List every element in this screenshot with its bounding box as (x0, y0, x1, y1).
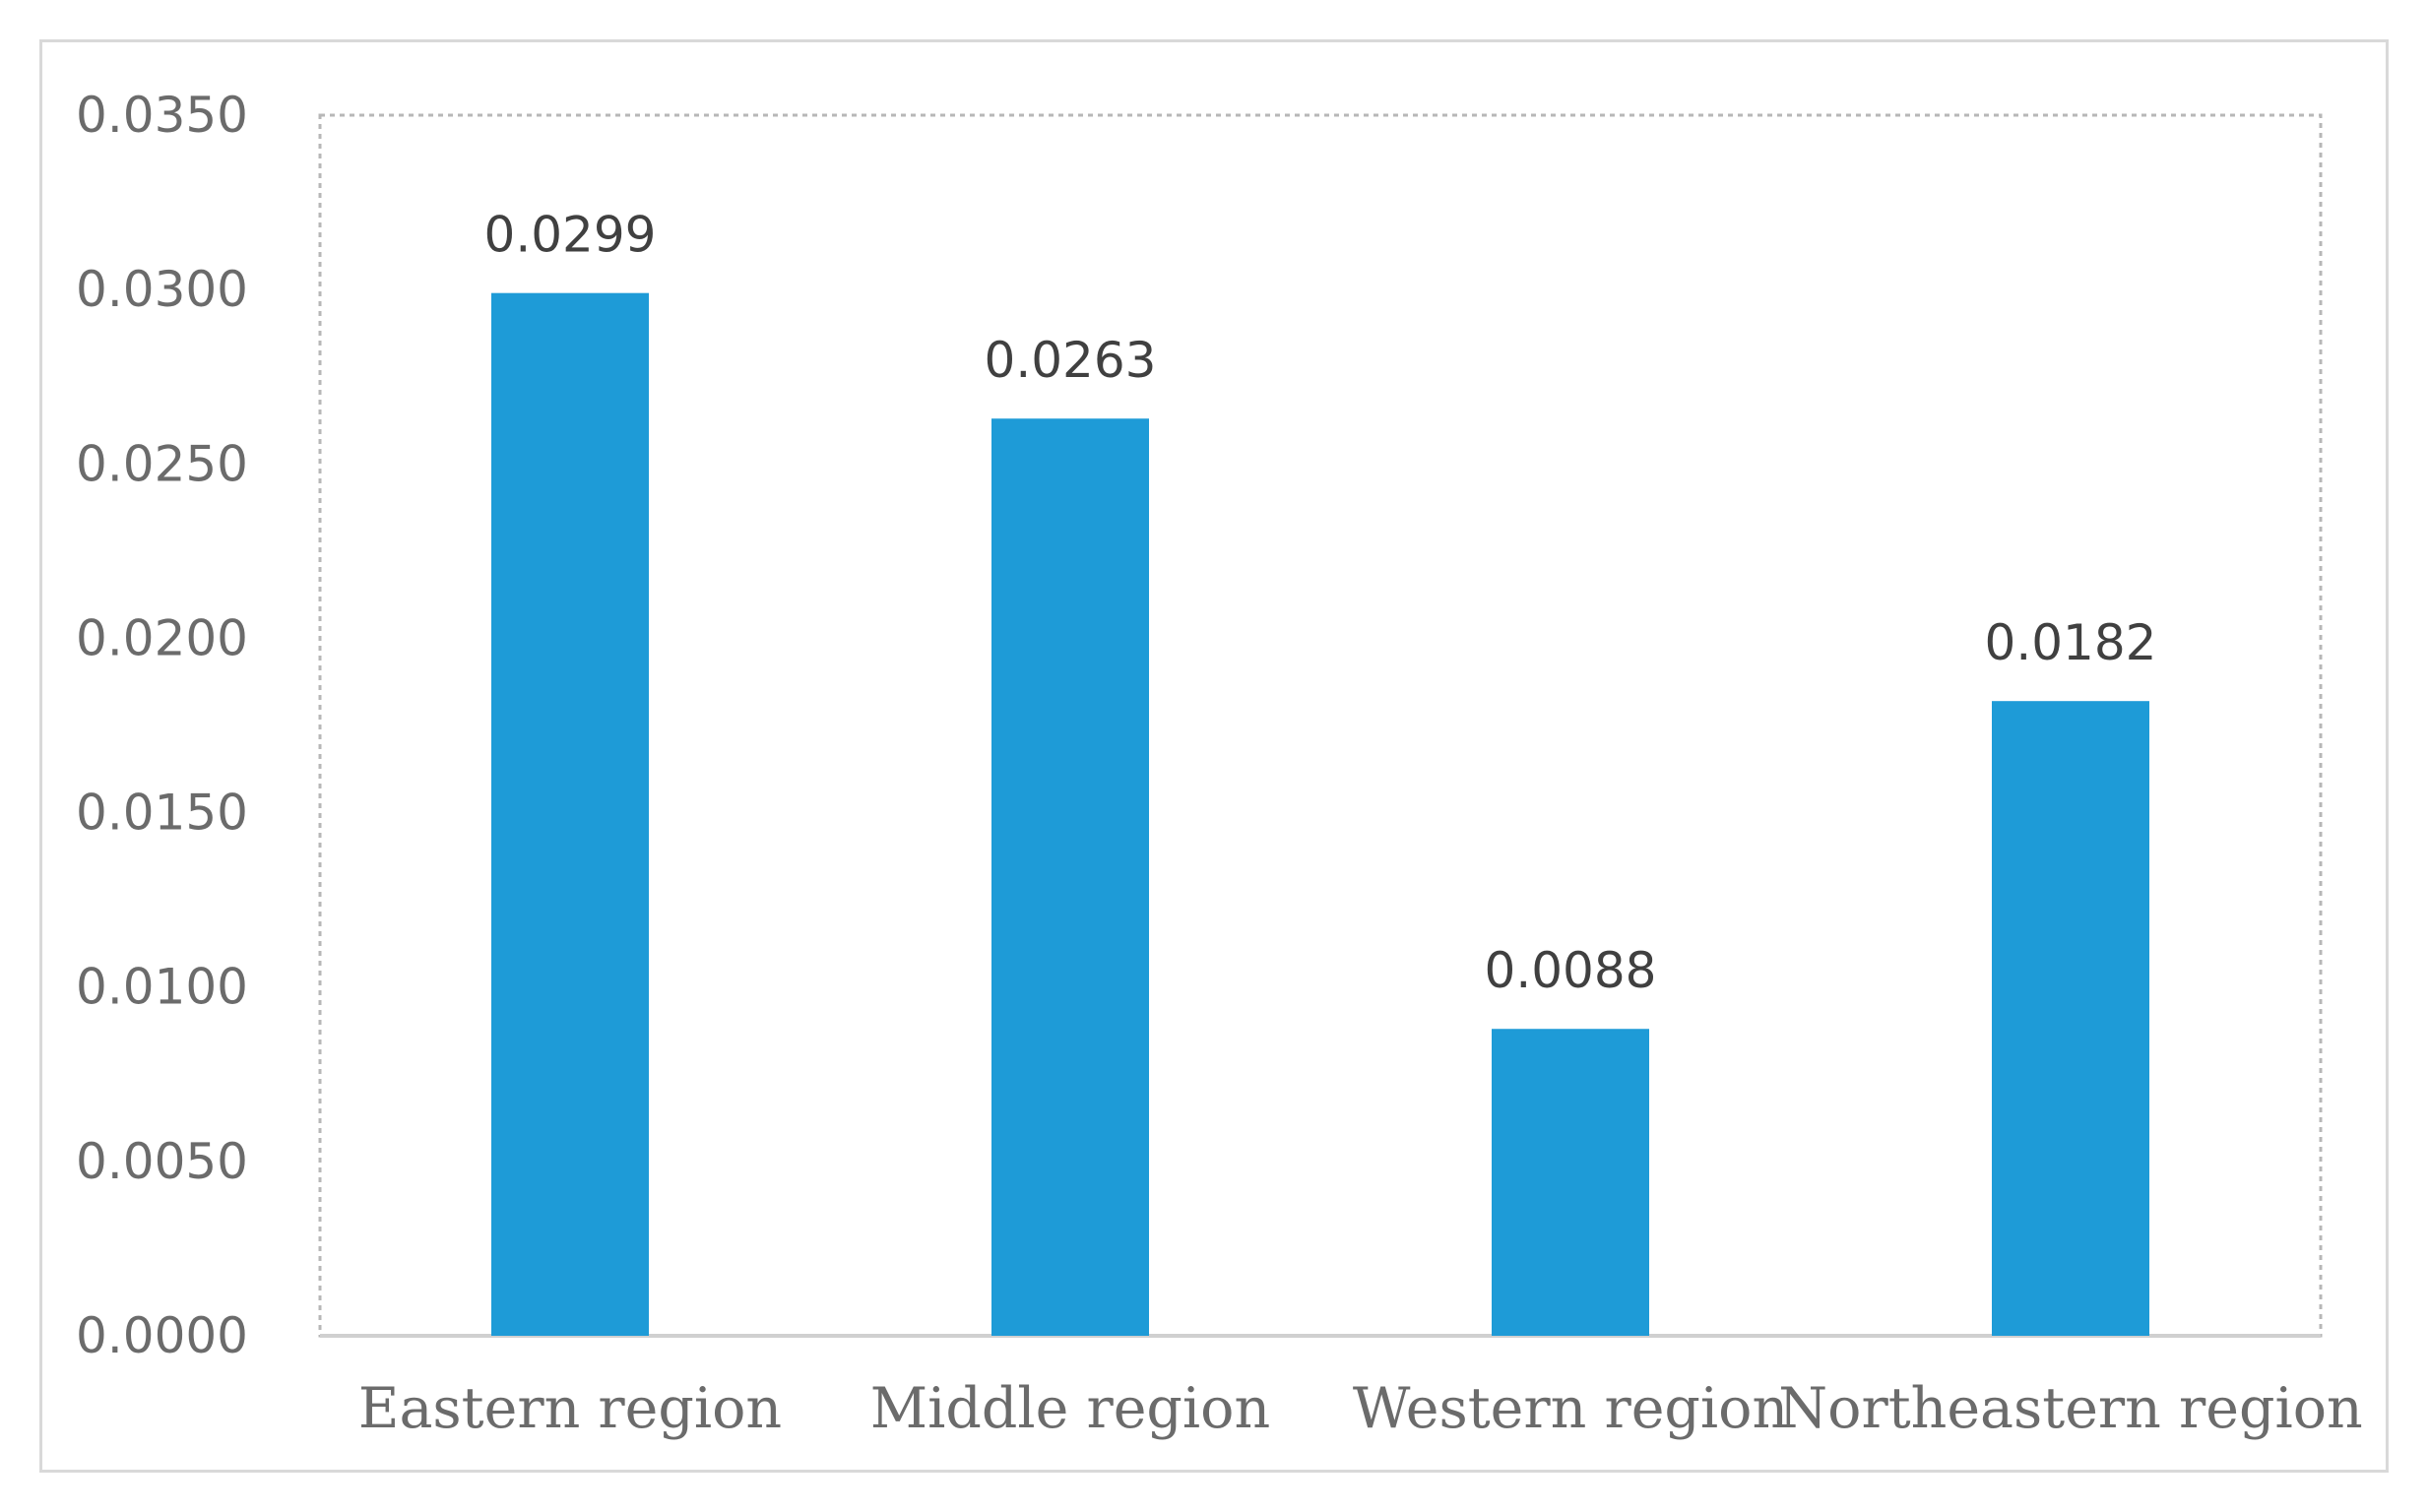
bar (991, 418, 1149, 1336)
data-label: 0.0182 (1985, 614, 2157, 671)
y-tick-label: 0.0050 (76, 1133, 248, 1190)
chart-frame (39, 39, 2389, 1473)
y-tick-label: 0.0200 (76, 609, 248, 666)
y-tick-label: 0.0250 (76, 435, 248, 492)
bar (491, 292, 649, 1337)
category-label: Eastern region (358, 1376, 782, 1441)
category-label: Northeastern region (1778, 1376, 2362, 1441)
data-label: 0.0263 (985, 332, 1157, 389)
bar (1492, 1029, 1649, 1336)
y-tick-label: 0.0300 (76, 261, 248, 318)
plot-area-border (318, 113, 2323, 1338)
bars-group (491, 292, 2149, 1337)
data-label: 0.0088 (1485, 942, 1657, 999)
bar (1992, 701, 2149, 1336)
data-labels-group: 0.0299 0.0263 0.0088 0.0182 (484, 207, 2157, 1000)
y-tick-label: 0.0150 (76, 785, 248, 842)
y-tick-label: 0.0000 (76, 1307, 248, 1364)
y-axis-ticks: 0.0000 0.0050 0.0100 0.0150 0.0200 0.0250 0.03… (76, 87, 248, 1364)
category-label: Middle region (870, 1376, 1270, 1441)
category-labels-group: Eastern region Middle region Western regio… (358, 1376, 2363, 1441)
y-tick-label: 0.0350 (76, 87, 248, 144)
y-tick-label: 0.0100 (76, 959, 248, 1016)
category-label: Western region (1353, 1376, 1788, 1441)
data-label: 0.0299 (484, 207, 657, 264)
